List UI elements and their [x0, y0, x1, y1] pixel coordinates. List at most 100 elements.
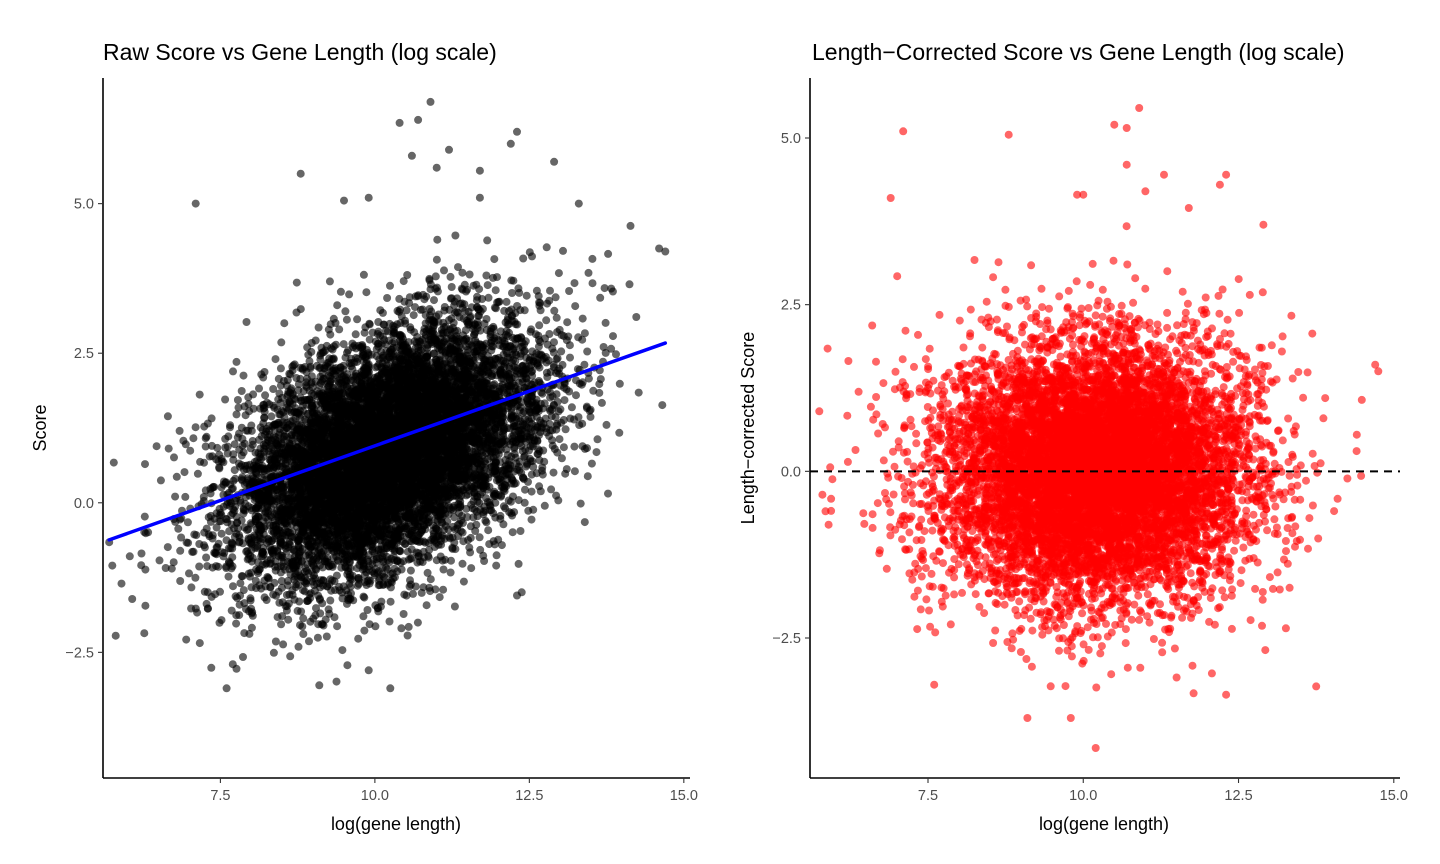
data-point [555, 435, 564, 444]
panel-raw-score: Raw Score vs Gene Length (log scale) log… [30, 39, 698, 834]
data-point [483, 236, 492, 245]
data-point [559, 246, 567, 255]
data-point [141, 601, 150, 610]
data-point [280, 319, 289, 328]
data-point [570, 279, 579, 288]
scatter-points [105, 97, 670, 693]
data-point [491, 498, 500, 507]
data-point [232, 664, 241, 673]
data-point [570, 467, 579, 476]
data-point [360, 593, 369, 602]
x-axis-title: log(gene length) [331, 814, 461, 834]
data-point [261, 391, 270, 400]
data-point [216, 587, 224, 596]
data-point [527, 487, 536, 496]
data-point [376, 306, 385, 315]
data-point [551, 293, 560, 302]
data-point [242, 318, 251, 326]
data-point [338, 646, 347, 655]
data-point [276, 364, 285, 373]
y-axis-title: Score [30, 404, 50, 451]
data-point [458, 268, 467, 277]
data-point [246, 596, 255, 605]
data-point [499, 502, 508, 511]
data-point [360, 626, 369, 635]
data-point [431, 585, 440, 594]
data-point [200, 587, 209, 596]
data-point [295, 597, 304, 606]
data-point [221, 434, 230, 443]
data-point [576, 499, 585, 508]
data-point [269, 648, 278, 657]
data-point [244, 400, 253, 409]
data-point [528, 252, 536, 261]
data-point [190, 530, 199, 539]
data-point [426, 575, 435, 584]
data-point [407, 554, 416, 562]
data-point [221, 443, 230, 452]
data-point [550, 338, 558, 347]
data-point [604, 489, 612, 498]
data-point [566, 353, 574, 362]
data-point [583, 347, 592, 356]
data-point [217, 529, 226, 538]
data-point [271, 355, 280, 364]
data-point [125, 552, 134, 561]
data-point [299, 614, 308, 623]
data-point [403, 631, 412, 640]
data-point [516, 527, 525, 535]
data-point [316, 355, 325, 364]
data-point [422, 601, 431, 610]
data-point [140, 629, 149, 638]
data-point [208, 534, 217, 543]
data-point [109, 458, 118, 467]
data-point [260, 368, 269, 376]
data-point [359, 270, 368, 279]
data-point [446, 272, 455, 281]
data-point [480, 319, 489, 328]
data-point [195, 390, 204, 399]
data-point [565, 341, 574, 350]
data-point [175, 426, 184, 435]
data-point [231, 474, 240, 483]
data-point [233, 396, 242, 404]
data-point [555, 369, 564, 378]
data-point [535, 321, 544, 330]
data-point [431, 272, 440, 281]
data-point [257, 432, 266, 441]
data-point [152, 442, 161, 451]
data-point [333, 301, 342, 310]
data-point [565, 287, 574, 295]
data-point [386, 281, 394, 290]
data-point [191, 423, 200, 432]
data-point [469, 513, 478, 522]
data-point [462, 287, 470, 296]
data-point [207, 592, 216, 601]
data-point [402, 591, 411, 600]
data-point [177, 533, 186, 542]
data-point [467, 564, 476, 573]
data-point [221, 395, 230, 404]
data-point [397, 624, 406, 633]
data-point [363, 606, 372, 614]
data-point [546, 393, 555, 402]
data-point [335, 325, 344, 334]
data-point [546, 286, 554, 295]
data-point [458, 559, 467, 568]
data-point [182, 635, 191, 644]
data-point [411, 582, 420, 591]
data-point [559, 443, 568, 452]
data-point [543, 299, 552, 308]
data-point [440, 266, 448, 275]
data-point [423, 568, 432, 577]
data-point [560, 396, 569, 405]
data-point [195, 639, 204, 648]
data-point [413, 333, 422, 341]
data-point [525, 446, 533, 455]
data-point [549, 468, 558, 477]
data-point [465, 270, 474, 279]
data-point [540, 501, 549, 510]
data-point [172, 472, 181, 481]
data-point [615, 379, 624, 388]
